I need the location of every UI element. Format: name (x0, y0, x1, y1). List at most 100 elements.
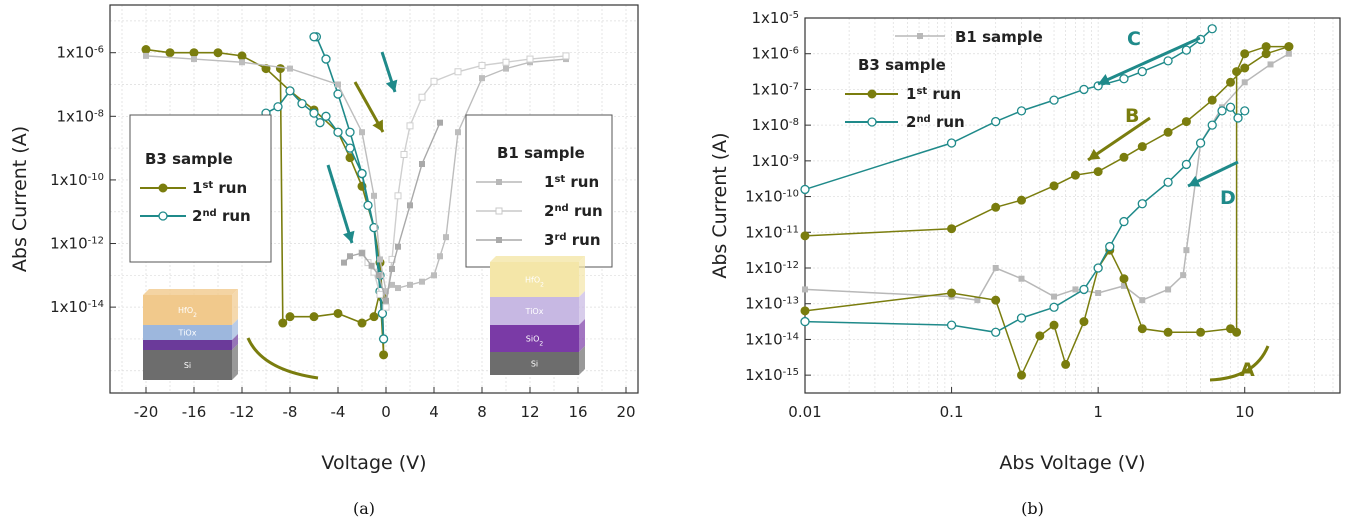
data-point-b (1035, 331, 1045, 341)
data-point-a (371, 192, 377, 199)
data-point-b (1049, 320, 1059, 330)
stack-side (579, 346, 585, 375)
x-tick-label-a: -4 (331, 403, 346, 421)
data-point-a (389, 281, 395, 288)
stack-layer (490, 262, 579, 297)
data-point-a (359, 129, 365, 136)
sweep-arrow-a (326, 164, 355, 244)
data-point-b (802, 286, 808, 293)
series-line-b (804, 53, 1290, 302)
data-point-a (321, 54, 331, 64)
data-point-a (189, 48, 199, 58)
legend-marker (158, 211, 168, 221)
data-point-b (1120, 282, 1127, 289)
data-point-a (309, 32, 319, 42)
data-point-a (379, 350, 389, 360)
x-tick-label-b: 0.1 (940, 403, 964, 421)
data-point-b (1217, 106, 1227, 116)
y-tick-label-b: 1x10-14 (745, 330, 799, 348)
legend-marker (496, 179, 502, 185)
y-tick-label-b: 1x10-5 (752, 9, 800, 27)
stack-label: HfO2 (178, 306, 197, 319)
x-tick-label-a: -20 (134, 403, 159, 421)
data-point-b (1049, 95, 1059, 105)
data-point-b (991, 202, 1001, 212)
data-point-b (1207, 95, 1217, 105)
data-point-a (261, 64, 271, 74)
x-tick-label-a: 0 (381, 403, 391, 421)
x-tick-label-a: 12 (520, 403, 539, 421)
sweep-letter: A (1240, 359, 1255, 381)
data-point-b (991, 116, 1001, 127)
stack-label: TiOx (525, 307, 544, 316)
data-point-a (237, 51, 247, 61)
legend-marker (496, 237, 502, 243)
stack-label: Si (531, 360, 538, 369)
data-point-b (1093, 167, 1103, 177)
data-point-b (1261, 49, 1271, 59)
data-point-b (1180, 272, 1187, 279)
data-point-a (478, 61, 486, 69)
legend-b1-entry: 2nd run (544, 202, 603, 220)
data-point-a (503, 65, 509, 72)
data-point-b (1137, 142, 1147, 152)
data-point-a (454, 68, 462, 76)
data-point-b (1195, 138, 1206, 148)
data-point-a (278, 318, 288, 328)
data-point-a (437, 119, 443, 126)
y-tick-label-b: 1x10-12 (745, 259, 799, 277)
sweep-arrow-a (380, 51, 398, 93)
data-point-b (1018, 275, 1025, 282)
data-point-a (345, 127, 355, 137)
data-point-b (1207, 24, 1217, 34)
data-point-b (1119, 216, 1129, 227)
data-point-a (375, 272, 382, 279)
data-point-b (1139, 297, 1146, 304)
x-tick-label-b: 10 (1235, 403, 1254, 421)
data-point-b (1079, 284, 1089, 295)
legend-b1-box (465, 114, 613, 268)
stack-layer (490, 352, 579, 375)
data-point-b (1051, 293, 1058, 300)
data-point-a (431, 272, 437, 279)
y-tick-label-a: 1x10-8 (57, 107, 105, 125)
data-point-b (1016, 313, 1027, 323)
legend-marker (867, 117, 877, 127)
data-point-b (1137, 199, 1147, 209)
stack-top (490, 256, 585, 262)
y-tick-label-a: 1x10-12 (50, 235, 104, 253)
data-point-a (377, 256, 383, 263)
data-point-b (1017, 370, 1027, 380)
data-point-b (1207, 120, 1217, 130)
stack-label: SiO2 (526, 335, 544, 348)
data-point-b (1285, 50, 1292, 57)
stack-side (232, 319, 238, 340)
data-point-b (1017, 195, 1027, 205)
data-point-a (562, 52, 570, 60)
data-point-a (321, 111, 331, 121)
data-point-b (800, 184, 810, 195)
stack-layer (490, 325, 579, 352)
data-point-b (1049, 302, 1059, 312)
data-point-b (991, 327, 1001, 337)
y-axis-label-b: Abs Current (A) (709, 132, 731, 278)
data-point-a (315, 118, 325, 128)
data-point-b (947, 224, 957, 234)
data-point-a (418, 93, 426, 101)
legend-marker (495, 207, 503, 215)
data-point-b (1163, 127, 1173, 137)
data-point-a (333, 308, 343, 318)
data-point-b (1119, 274, 1129, 284)
data-point-a (419, 161, 425, 168)
data-point-b (1165, 286, 1172, 293)
legend-b3-entry: 1st run (192, 179, 247, 197)
y-tick-label-a: 1x10-14 (50, 298, 104, 316)
stack-side (579, 291, 585, 325)
y-tick-label-b: 1x10-15 (745, 366, 799, 384)
stack-side (579, 256, 585, 297)
data-point-a (368, 262, 375, 269)
data-point-b (800, 306, 810, 316)
panel-caption-b: (b) (1021, 499, 1044, 518)
data-point-a (455, 129, 461, 136)
data-point-b (1181, 117, 1191, 127)
